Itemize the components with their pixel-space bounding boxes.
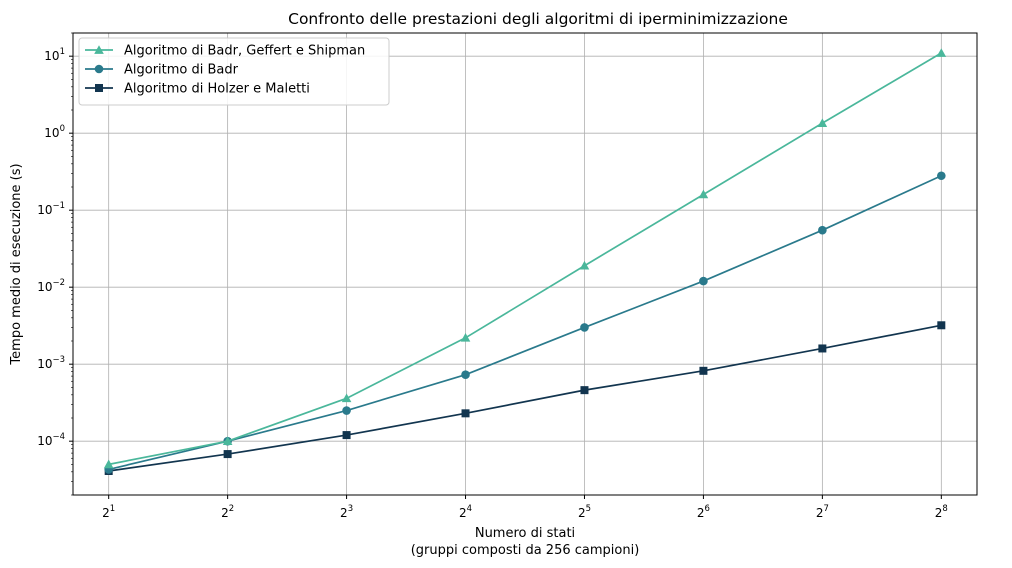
data-point xyxy=(341,393,352,403)
grid xyxy=(73,33,977,495)
x-tick-label: 27 xyxy=(816,504,829,520)
series-line xyxy=(108,324,942,472)
data-point xyxy=(580,386,589,395)
x-axis-title: Numero di stati xyxy=(475,526,575,541)
x-tick-label: 22 xyxy=(221,504,234,520)
legend-label: Algoritmo di Holzer e Maletti xyxy=(124,82,310,97)
series-group xyxy=(103,48,947,475)
data-point xyxy=(699,276,708,286)
data-point xyxy=(460,333,471,342)
data-point xyxy=(818,344,827,353)
series-line xyxy=(108,174,942,471)
y-tick-label: 101 xyxy=(44,47,65,63)
legend: Algoritmo di Badr, Geffert e Shipman Algo… xyxy=(78,37,390,106)
data-point xyxy=(342,406,351,415)
x-axis-subtitle: (gruppi composti da 256 campioni) xyxy=(411,543,640,558)
data-point xyxy=(461,409,470,418)
x-tick-label: 23 xyxy=(340,504,353,520)
legend-marker xyxy=(94,64,104,74)
x-tick-label: 26 xyxy=(697,504,710,520)
series-line xyxy=(108,52,942,466)
y-tick-label: 10−1 xyxy=(37,201,65,217)
y-axis-title: Tempo medio di esecuzione (s) xyxy=(9,163,24,365)
legend-label: Algoritmo di Badr xyxy=(124,63,239,78)
legend-marker xyxy=(94,45,104,54)
y-tick-label: 100 xyxy=(44,124,65,140)
chart-title: Confronto delle prestazioni degli algori… xyxy=(288,10,788,28)
y-tick-label: 10−3 xyxy=(37,355,65,371)
x-tick-label: 21 xyxy=(102,504,115,520)
x-tick-label: 25 xyxy=(578,504,591,520)
y-tick-label: 10−2 xyxy=(37,278,65,294)
legend-marker xyxy=(95,84,103,92)
data-point xyxy=(818,225,827,235)
data-point xyxy=(699,366,708,375)
legend-box xyxy=(78,37,390,106)
data-point xyxy=(817,118,828,127)
legend-label: Algoritmo di Badr, Geffert e Shipman xyxy=(124,44,365,59)
data-point xyxy=(698,189,709,199)
data-point xyxy=(937,171,946,181)
data-point xyxy=(223,450,232,459)
data-point xyxy=(579,260,590,270)
data-point xyxy=(937,321,946,330)
data-point xyxy=(103,459,114,469)
x-tick-label: 24 xyxy=(459,504,472,520)
data-point xyxy=(222,436,233,446)
axis-ticks: 21 22 23 24 25 26 27 28 10−4 10−3 10−2 10−1 100 101 xyxy=(37,32,948,520)
x-tick-label: 28 xyxy=(935,504,948,520)
data-point xyxy=(461,370,470,380)
data-point xyxy=(936,48,947,57)
y-tick-label: 10−4 xyxy=(37,432,65,448)
data-point xyxy=(342,431,351,440)
data-point xyxy=(580,323,589,332)
